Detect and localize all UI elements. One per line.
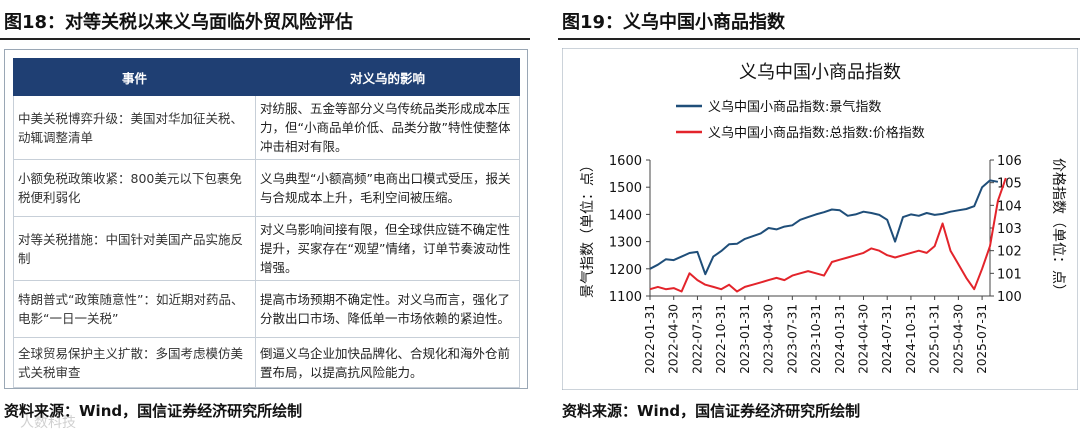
right-y-axis-label: 价格指数（单位：点） bbox=[1050, 158, 1066, 298]
legend-label-prosperity: 义乌中国小商品指数:景气指数 bbox=[708, 99, 881, 115]
impact-cell: 义乌典型“小额高频”电商出口模式受压，报关与合规成本上升，毛利空间被压缩。 bbox=[255, 159, 520, 217]
series-line-prosperity-index bbox=[649, 179, 999, 276]
table-row: 中美关税博弈升级：美国对华加征关税、动辄调整清单 对纺服、五金等部分义乌传统品类… bbox=[13, 95, 520, 160]
x-tick-label: 2024-07-31 bbox=[880, 304, 894, 374]
right-figure-title: 图19：义乌中国小商品指数 bbox=[562, 12, 786, 33]
left-title-rule bbox=[0, 38, 530, 40]
x-tick-label: 2025-07-31 bbox=[975, 304, 989, 374]
chart-legend: 义乌中国小商品指数:景气指数 义乌中国小商品指数:总指数:价格指数 bbox=[676, 99, 925, 141]
risk-table-frame: 事件 对义乌的影响 中美关税博弈升级：美国对华加征关税、动辄调整清单 对纺服、五… bbox=[4, 49, 528, 389]
table-header-row: 事件 对义乌的影响 bbox=[13, 58, 520, 96]
left-y-axis-label: 景气指数（单位：点） bbox=[580, 158, 596, 298]
event-cell: 小额免税政策收紧：800美元以下包裹免税便利弱化 bbox=[13, 159, 256, 217]
line-chart: 义乌中国小商品指数 义乌中国小商品指数:景气指数 义乌中国小商品指数:总指数:价… bbox=[561, 47, 1079, 391]
impact-cell: 对纺服、五金等部分义乌传统品类形成成本压力，但“小商品单价低、品类分散”特性使整… bbox=[255, 95, 520, 160]
x-tick-label: 2022-10-31 bbox=[714, 304, 728, 374]
event-cell: 全球贸易保护主义扩散：多国考虑模仿美式关税审查 bbox=[13, 337, 256, 388]
x-tick-label: 2022-01-31 bbox=[643, 304, 657, 374]
header-event: 事件 bbox=[13, 58, 256, 96]
left-y-tick-label: 1300 bbox=[609, 236, 642, 251]
right-title-rule bbox=[558, 38, 1080, 40]
left-y-tick-label: 1500 bbox=[609, 181, 642, 196]
series-line-price-index bbox=[649, 177, 1007, 293]
table-row: 小额免税政策收紧：800美元以下包裹免税便利弱化 义乌典型“小额高频”电商出口模… bbox=[13, 159, 520, 217]
table-row: 对等关税措施：中国针对美国产品实施反制 对义乌影响间接有限，但全球供应链不确定性… bbox=[13, 216, 520, 281]
x-tick-label: 2025-01-31 bbox=[928, 304, 942, 374]
x-tick-label: 2022-07-31 bbox=[690, 304, 704, 374]
right-y-tick-label: 102 bbox=[997, 245, 1022, 260]
x-tick-label: 2023-07-31 bbox=[785, 304, 799, 374]
impact-cell: 对义乌影响间接有限，但全球供应链不确定性提升，买家存在“观望”情绪，订单节奏波动… bbox=[255, 216, 520, 281]
risk-assessment-table: 事件 对义乌的影响 中美关税博弈升级：美国对华加征关税、动辄调整清单 对纺服、五… bbox=[13, 58, 520, 388]
right-y-tick-label: 100 bbox=[997, 290, 1022, 305]
right-y-tick-label: 104 bbox=[997, 199, 1022, 214]
header-impact: 对义乌的影响 bbox=[255, 58, 520, 96]
left-y-tick-label: 1100 bbox=[609, 290, 642, 305]
x-tick-label: 2025-04-30 bbox=[951, 304, 965, 374]
x-tick-label: 2023-10-31 bbox=[809, 304, 823, 374]
left-y-tick-label: 1400 bbox=[609, 208, 642, 223]
x-tick-label: 2023-01-31 bbox=[738, 304, 752, 374]
watermark: 人数科技 bbox=[20, 415, 76, 431]
left-y-tick-label: 1200 bbox=[609, 263, 642, 278]
legend-label-price: 义乌中国小商品指数:总指数:价格指数 bbox=[708, 125, 925, 141]
event-cell: 中美关税博弈升级：美国对华加征关税、动辄调整清单 bbox=[13, 95, 256, 160]
x-tick-label: 2023-04-30 bbox=[762, 304, 776, 374]
right-y-tick-label: 105 bbox=[997, 177, 1022, 192]
event-cell: 对等关税措施：中国针对美国产品实施反制 bbox=[13, 216, 256, 281]
left-source-note: 资料来源：Wind，国信证券经济研究所绘制 bbox=[4, 402, 303, 420]
left-y-tick-label: 1600 bbox=[609, 154, 642, 169]
event-cell: 特朗普式“政策随意性”：如近期对药品、电影“一日一关税” bbox=[13, 280, 256, 338]
x-tick-label: 2022-04-30 bbox=[667, 304, 681, 374]
right-source-note: 资料来源：Wind，国信证券经济研究所绘制 bbox=[562, 402, 861, 420]
table-row: 全球贸易保护主义扩散：多国考虑模仿美式关税审查 倒逼义乌企业加快品牌化、合规化和… bbox=[13, 337, 520, 388]
table-row: 特朗普式“政策随意性”：如近期对药品、电影“一日一关税” 提高市场预期不确定性。… bbox=[13, 280, 520, 338]
impact-cell: 提高市场预期不确定性。对义乌而言，强化了分散出口市场、降低单一市场依赖的紧迫性。 bbox=[255, 280, 520, 338]
left-figure-title: 图18：对等关税以来义乌面临外贸风险评估 bbox=[4, 12, 354, 33]
x-tick-label: 2024-10-31 bbox=[904, 304, 918, 374]
chart-title: 义乌中国小商品指数 bbox=[739, 62, 901, 83]
right-y-tick-label: 106 bbox=[997, 154, 1022, 169]
chart-container: 义乌中国小商品指数 义乌中国小商品指数:景气指数 义乌中国小商品指数:总指数:价… bbox=[561, 47, 1079, 391]
right-y-tick-label: 103 bbox=[997, 222, 1022, 237]
right-y-tick-label: 101 bbox=[997, 267, 1022, 282]
x-tick-label: 2024-01-31 bbox=[833, 304, 847, 374]
impact-cell: 倒逼义乌企业加快品牌化、合规化和海外仓前置布局，以提高抗风险能力。 bbox=[255, 337, 520, 388]
x-tick-label: 2024-04-30 bbox=[856, 304, 870, 374]
